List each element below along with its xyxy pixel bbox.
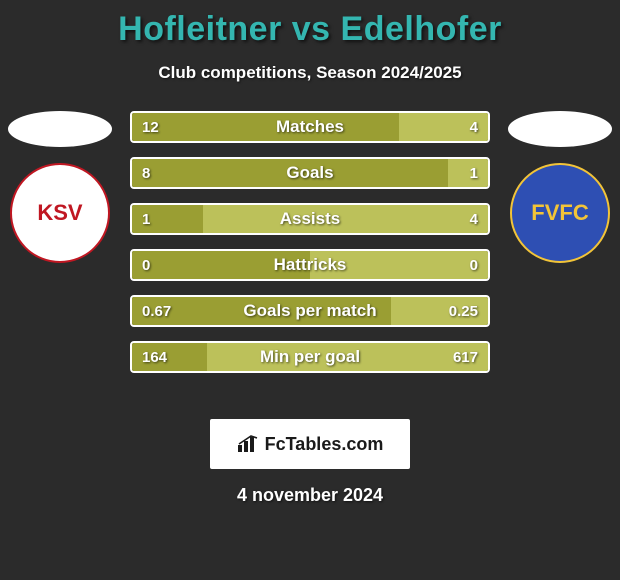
stat-label: Assists bbox=[132, 205, 488, 233]
stat-label: Matches bbox=[132, 113, 488, 141]
stat-value-right: 0 bbox=[470, 251, 478, 279]
stat-row: Assists1 4 bbox=[130, 203, 490, 235]
stat-label: Hattricks bbox=[132, 251, 488, 279]
stat-row: Hattricks0 0 bbox=[130, 249, 490, 281]
chart-icon bbox=[237, 435, 259, 453]
club-abbr-right: FVFC bbox=[531, 200, 588, 226]
comparison-infographic: Hofleitner vs Edelhofer Club competition… bbox=[0, 0, 620, 580]
site-label: FcTables.com bbox=[265, 434, 384, 455]
stat-row: Goals per match0.67 0.25 bbox=[130, 295, 490, 327]
stat-label: Goals per match bbox=[132, 297, 488, 325]
club-logo-left: KSV bbox=[10, 163, 110, 263]
player-left-silhouette bbox=[8, 111, 112, 147]
stat-row: Min per goal164 617 bbox=[130, 341, 490, 373]
page-title: Hofleitner vs Edelhofer bbox=[0, 10, 620, 49]
club-abbr-left: KSV bbox=[37, 200, 82, 226]
stat-value-left: 12 bbox=[142, 113, 159, 141]
stat-bars: Matches124Goals81Assists14Hattricks00Goa… bbox=[130, 111, 490, 373]
stat-value-left: 0 bbox=[142, 251, 150, 279]
stat-value-right: 617 bbox=[453, 343, 478, 371]
club-logo-right: FVFC bbox=[510, 163, 610, 263]
stat-row: Matches12 4 bbox=[130, 111, 490, 143]
player-right-silhouette bbox=[508, 111, 612, 147]
stat-value-right: 0.25 bbox=[449, 297, 478, 325]
stat-row: Goals8 1 bbox=[130, 157, 490, 189]
stat-label: Min per goal bbox=[132, 343, 488, 371]
stat-value-right: 4 bbox=[470, 205, 478, 233]
player-right-column: FVFC bbox=[500, 111, 620, 263]
page-subtitle: Club competitions, Season 2024/2025 bbox=[0, 63, 620, 83]
stat-value-left: 8 bbox=[142, 159, 150, 187]
date-label: 4 november 2024 bbox=[0, 485, 620, 506]
content-area: KSV FVFC Matches124Goals81Assists14Hattr… bbox=[0, 111, 620, 401]
stat-value-left: 0.67 bbox=[142, 297, 171, 325]
stat-value-right: 4 bbox=[470, 113, 478, 141]
site-badge: FcTables.com bbox=[210, 419, 410, 469]
stat-value-left: 1 bbox=[142, 205, 150, 233]
player-left-column: KSV bbox=[0, 111, 120, 263]
stat-value-right: 1 bbox=[470, 159, 478, 187]
stat-value-left: 164 bbox=[142, 343, 167, 371]
stat-label: Goals bbox=[132, 159, 488, 187]
